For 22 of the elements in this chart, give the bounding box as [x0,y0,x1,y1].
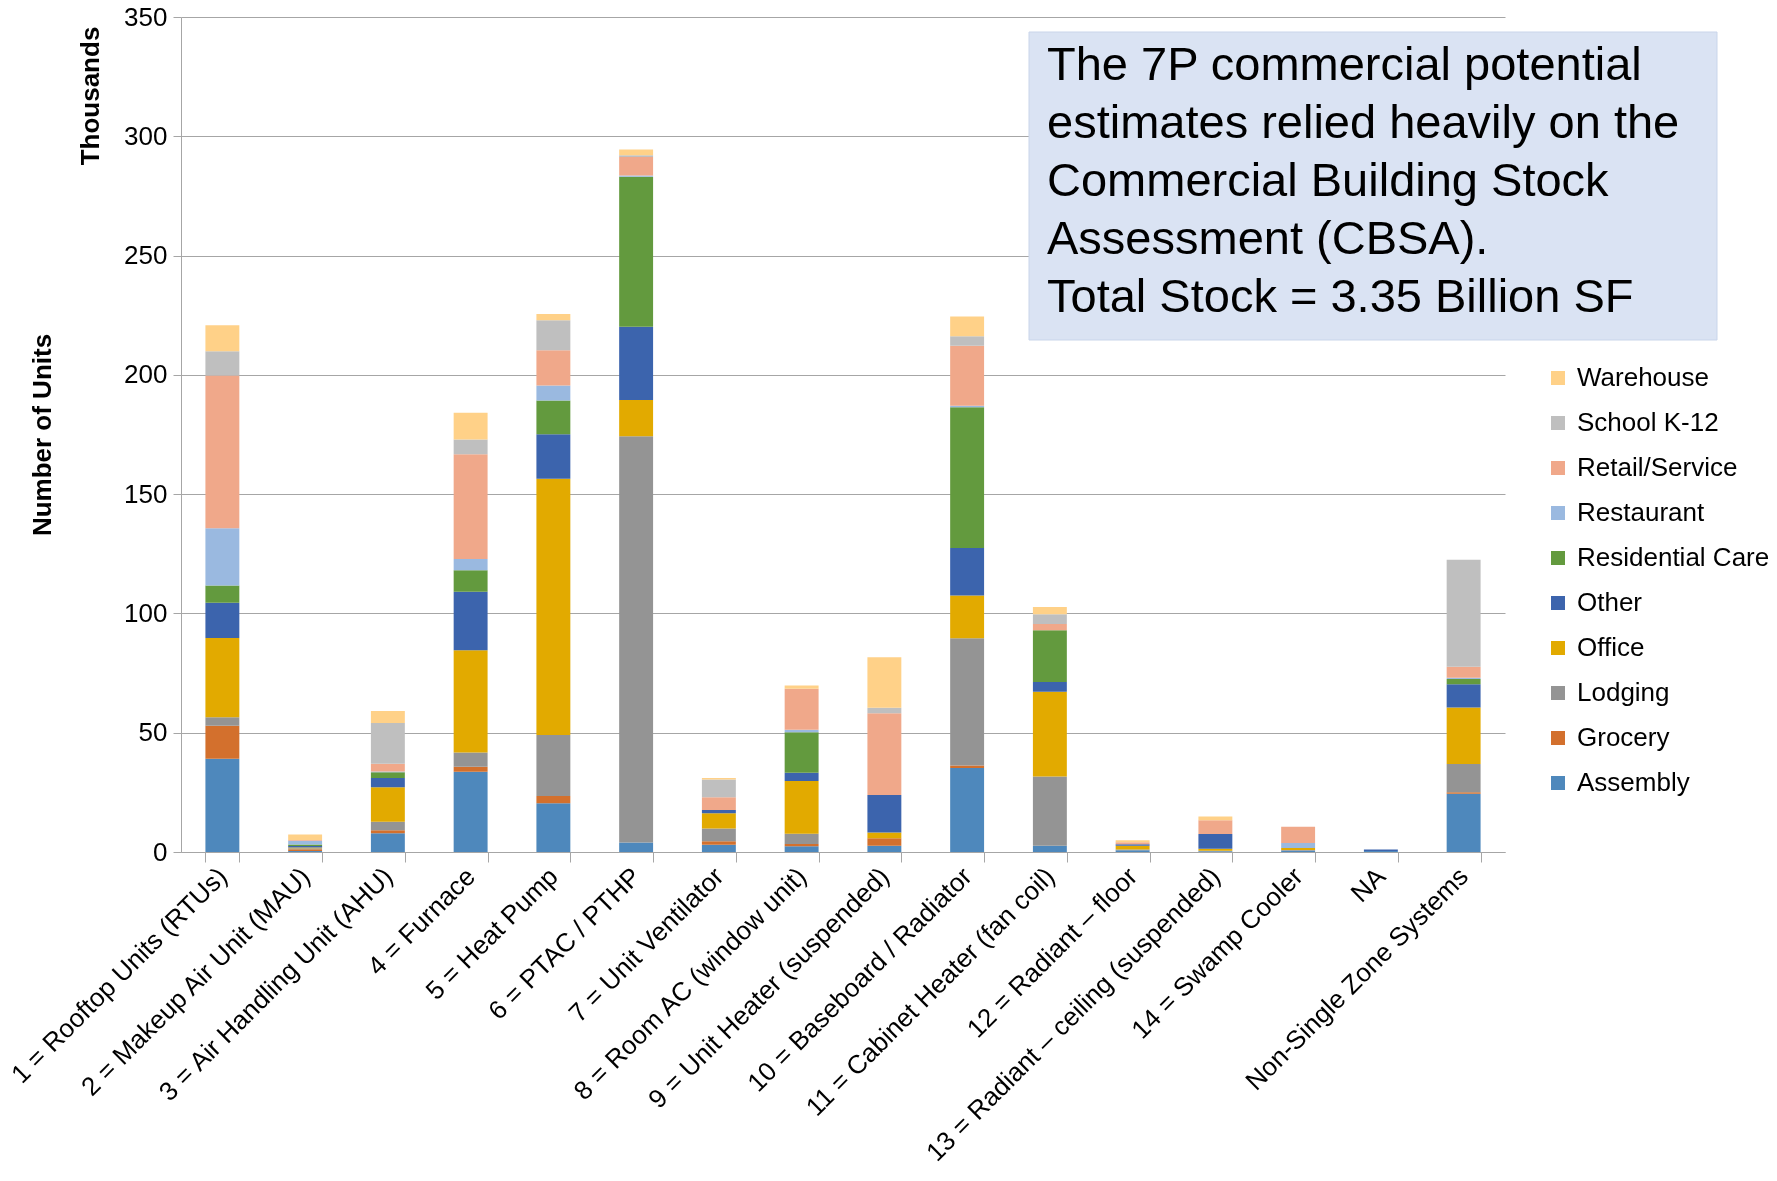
legend-label: Residential Care [1577,542,1770,572]
legend-label: Lodging [1577,677,1670,707]
legend-label: Office [1577,632,1645,662]
y-axis-title: Number of Units [27,333,58,537]
y-tick-label: 150 [124,478,168,509]
x-tick-label: NA [1344,860,1392,908]
legend-label: Grocery [1577,722,1670,752]
y-tick-label: 300 [124,120,168,151]
annotation: The 7P commercial potential estimates relied heavily on the Commercial Building Stock Assessment (CBSA). Total Stock = 3.35 Billion SF [1047,37,1680,322]
legend-label: Retail/Service [1577,452,1738,482]
y-tick-label: 200 [124,359,168,390]
legend-label: Other [1577,587,1643,617]
legend-label: Assembly [1577,767,1690,797]
legend-label: School K-12 [1577,407,1719,437]
y-tick-label: 350 [124,1,168,32]
y-tick-label: 50 [138,717,168,748]
legend-label: Warehouse [1577,362,1709,392]
y-tick-label: 250 [124,240,168,271]
y-tick-label: 100 [124,597,168,628]
legend-label: Restaurant [1577,497,1705,527]
y-tick-label: 0 [153,836,168,867]
text: Thousands [75,26,105,166]
